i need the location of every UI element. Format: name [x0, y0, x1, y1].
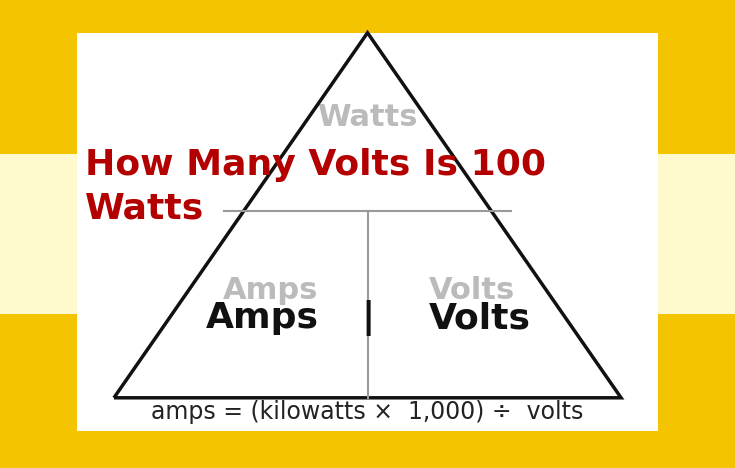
Text: amps = (kilowatts ×  1,000) ÷  volts: amps = (kilowatts × 1,000) ÷ volts	[151, 400, 584, 424]
Bar	[0, 154, 735, 314]
Text: |: |	[361, 300, 374, 336]
Text: Amps: Amps	[207, 301, 319, 335]
Text: Watts: Watts	[318, 102, 417, 132]
Text: Amps: Amps	[223, 276, 318, 305]
Text: How Many Volts Is 100
Watts: How Many Volts Is 100 Watts	[85, 148, 545, 226]
Bar	[77, 33, 658, 431]
Text: Volts: Volts	[429, 276, 515, 305]
Text: Volts: Volts	[429, 301, 531, 335]
